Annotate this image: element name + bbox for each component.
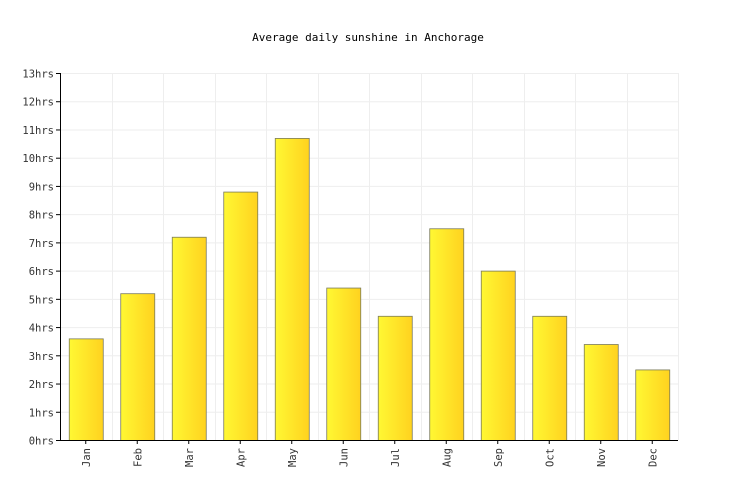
x-tick-label: Nov (596, 448, 608, 467)
bar-sep (480, 270, 516, 441)
y-tick-label: 2hrs (29, 379, 54, 391)
x-tick-label: Apr (235, 448, 247, 467)
x-tick-label: Jan (81, 448, 93, 467)
y-tick-label: 3hrs (29, 351, 54, 363)
grid-lines (60, 73, 679, 441)
x-tick-label: Jul (390, 448, 402, 467)
bar-jan (68, 338, 104, 441)
y-tick-label: 12hrs (22, 97, 54, 109)
y-tick-label: 11hrs (22, 125, 54, 137)
y-tick-label: 8hrs (29, 210, 54, 222)
y-tick-label: 9hrs (29, 181, 54, 193)
axes (56, 73, 678, 444)
y-tick-label: 6hrs (29, 266, 54, 278)
bar-aug (429, 228, 465, 441)
bar-dec (635, 369, 671, 441)
y-tick-label: 4hrs (29, 323, 54, 335)
chart-title: Average daily sunshine in Anchorage (252, 31, 484, 44)
x-tick-label: Aug (441, 448, 453, 467)
bar-jul (377, 315, 413, 441)
bar-feb (120, 293, 156, 441)
y-tick-label: 13hrs (22, 69, 54, 81)
x-tick-label: Dec (647, 448, 659, 467)
x-tick-label: May (287, 448, 299, 467)
y-tick-label: 5hrs (29, 294, 54, 306)
x-tick-labels: Jan Feb Mar Apr May Jun Jul Aug Sep Oct Nov Dec (81, 448, 660, 467)
bar-may (274, 138, 310, 441)
y-tick-label: 0hrs (29, 436, 54, 448)
y-tick-label: 10hrs (22, 153, 54, 165)
x-tick-label: Oct (544, 448, 556, 467)
bar-jun (326, 287, 362, 441)
bar-nov (583, 344, 619, 441)
x-tick-label: Feb (132, 448, 144, 467)
y-tick-label: 7hrs (29, 238, 54, 250)
bar-oct (532, 315, 568, 441)
bars (68, 138, 671, 441)
y-tick-labels: 0hrs 1hrs 2hrs 3hrs 4hrs 5hrs 6hrs 7hrs 8hrs 9hrs… (22, 69, 54, 448)
y-tick-label: 1hrs (29, 407, 54, 419)
x-tick-label: Jun (338, 448, 350, 467)
bar-mar (171, 236, 207, 441)
x-tick-label: Mar (184, 448, 196, 467)
x-tick-label: Sep (493, 448, 505, 467)
bar-apr (223, 191, 259, 441)
